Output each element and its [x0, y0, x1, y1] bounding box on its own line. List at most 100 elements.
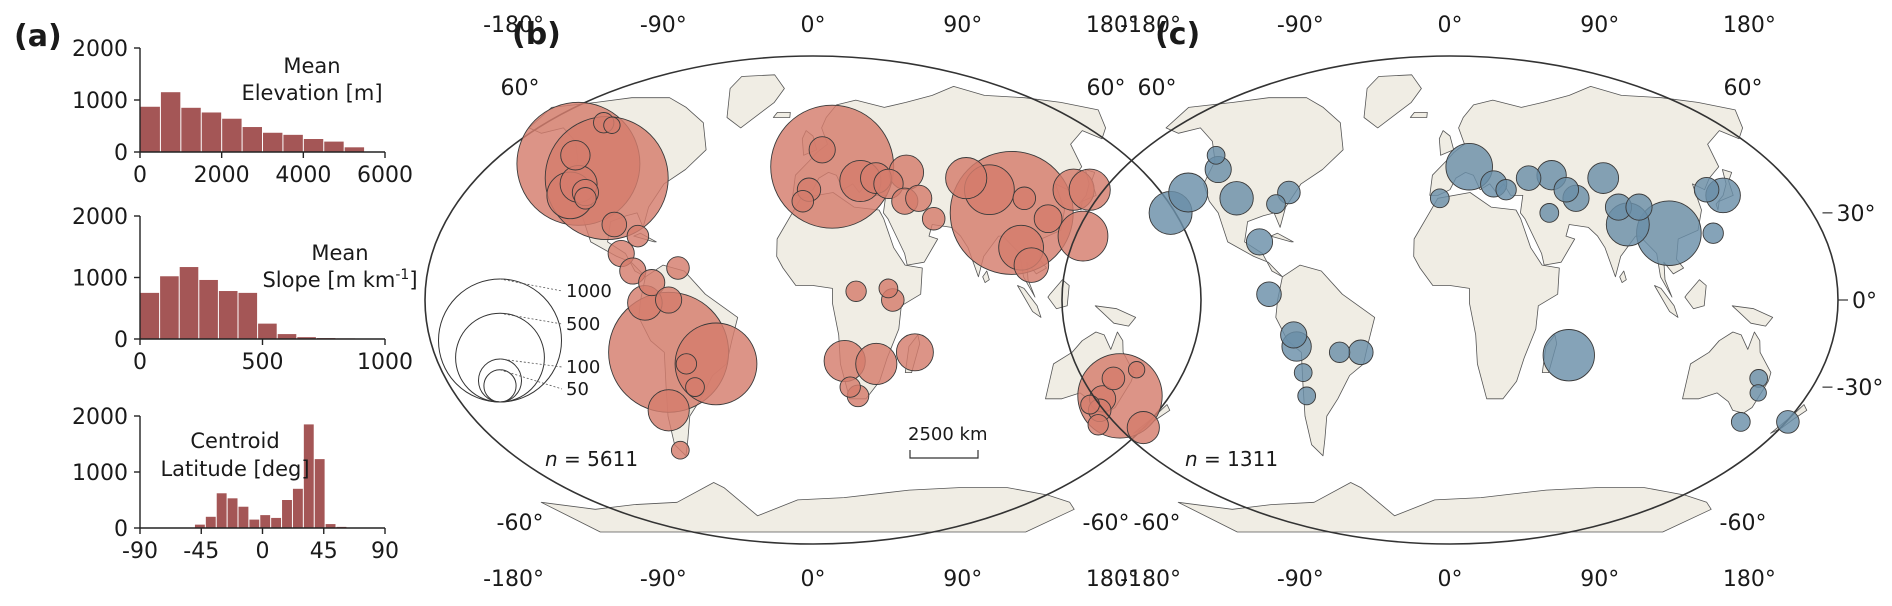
- landmass: [1047, 279, 1070, 310]
- longitude-tick-bottom: 180°: [1723, 567, 1776, 592]
- map-panel-b: -180° -180° -90° -90° 0° 0° 90° 90° 180° 180° 60° 6…: [424, 13, 1202, 592]
- data-point: [1702, 222, 1724, 244]
- landmass: [540, 482, 1075, 533]
- longitude-tick-top: 180°: [1086, 13, 1139, 38]
- data-point: [1515, 165, 1542, 191]
- data-point: [905, 184, 933, 212]
- data-point: [1730, 412, 1751, 432]
- y-tick-label: 0: [114, 141, 128, 166]
- data-point: [1245, 228, 1274, 256]
- data-point: [560, 140, 591, 171]
- x-tick-label: 45: [310, 539, 338, 564]
- histogram-title: Mean: [283, 54, 340, 78]
- histogram-title: Mean: [311, 241, 368, 265]
- landmass: [1094, 305, 1137, 327]
- data-point: [1101, 366, 1126, 391]
- histogram-bar: [344, 147, 365, 152]
- x-tick-label: 2000: [194, 163, 250, 188]
- data-point: [1495, 179, 1517, 201]
- data-point: [808, 136, 836, 164]
- y-tick-label: 0: [114, 328, 128, 353]
- data-point: [1445, 142, 1493, 191]
- data-point: [1126, 411, 1160, 445]
- data-point: [921, 206, 946, 231]
- longitude-tick-top: -180°: [1120, 13, 1181, 38]
- histogram-bar: [260, 515, 271, 528]
- data-point: [845, 280, 867, 302]
- histogram-title-line2: Elevation [m]: [241, 81, 382, 105]
- data-point: [1328, 341, 1351, 363]
- latitude-label-60-right: 60°: [1087, 76, 1126, 101]
- histogram-bar: [216, 493, 227, 528]
- histogram-bar: [303, 139, 324, 152]
- data-point: [638, 269, 666, 297]
- data-point: [1080, 394, 1100, 415]
- latitude-label-minus60-left: -60°: [1134, 511, 1181, 536]
- longitude-tick-top: -90°: [1277, 13, 1324, 38]
- landmass: [1684, 279, 1707, 310]
- legend-label: 500: [566, 314, 600, 335]
- data-point: [601, 211, 628, 238]
- histogram-bar: [194, 524, 205, 528]
- data-point: [655, 286, 683, 314]
- histogram-bar: [179, 267, 199, 339]
- panel-label-b: (b): [512, 17, 561, 52]
- histogram-title: Centroid: [190, 429, 279, 453]
- data-point: [685, 377, 705, 397]
- longitude-tick-top: 90°: [1580, 13, 1619, 38]
- data-point: [1297, 386, 1317, 406]
- data-point: [1057, 210, 1109, 262]
- data-point: [1553, 176, 1580, 203]
- map-c-points: [1148, 142, 1800, 434]
- landmass: [726, 74, 785, 129]
- data-point: [878, 278, 899, 299]
- longitude-tick-bottom: -90°: [1277, 567, 1324, 592]
- data-point: [1776, 410, 1800, 434]
- longitude-tick-top: 0°: [1438, 13, 1463, 38]
- latitude-label-60-left: 60°: [501, 76, 540, 101]
- latitude-label-60-left: 60°: [1138, 76, 1177, 101]
- histogram-bar: [242, 127, 262, 152]
- histogram-bar: [160, 276, 179, 339]
- data-point: [855, 342, 898, 385]
- landmass: [1363, 74, 1422, 129]
- x-tick-label: -90: [122, 539, 158, 564]
- map-b-points: [516, 101, 1163, 460]
- data-point: [603, 116, 621, 134]
- x-tick-label: 0: [133, 350, 147, 375]
- longitude-tick-bottom: 90°: [943, 567, 982, 592]
- legend-label: 50: [566, 379, 589, 400]
- landmass: [1177, 482, 1712, 533]
- y-tick-label: 1000: [72, 89, 128, 114]
- histogram-bar: [222, 118, 242, 152]
- y-tick-label: 1000: [72, 461, 128, 486]
- scale-bar: 2500 km: [908, 424, 988, 459]
- y-tick-label: 0: [114, 517, 128, 542]
- histogram-bar: [140, 292, 160, 339]
- y-tick-label: 2000: [72, 205, 128, 230]
- data-point: [1012, 186, 1037, 211]
- latitude-label-minus60-left: -60°: [497, 511, 544, 536]
- x-tick-label: 6000: [357, 163, 413, 188]
- sample-count-c: n = 1311: [1185, 447, 1278, 471]
- data-point: [1625, 193, 1653, 221]
- x-tick-label: 0: [256, 539, 270, 564]
- data-point: [1206, 145, 1226, 165]
- legend-label: 1000: [566, 281, 612, 302]
- histogram-bar: [199, 279, 218, 339]
- histogram-bar: [249, 519, 260, 528]
- data-point: [1033, 204, 1063, 234]
- histogram-bar: [271, 517, 282, 528]
- histogram-bar: [218, 291, 238, 339]
- map-panel-c: -180° -180° -90° -90° 0° 0° 90° 90° 180° 180° 60° 6…: [1061, 13, 1883, 592]
- landmass: [1270, 232, 1294, 243]
- histogram-bar: [201, 112, 222, 152]
- data-point: [1127, 361, 1146, 379]
- longitude-tick-top: -90°: [640, 13, 687, 38]
- histogram-bar: [283, 134, 303, 152]
- latitude-label-minus60-right: -60°: [1720, 511, 1767, 536]
- histogram-bar: [258, 323, 277, 339]
- x-tick-label: 0: [133, 163, 147, 188]
- data-point: [1542, 329, 1595, 382]
- landmass: [1017, 285, 1042, 318]
